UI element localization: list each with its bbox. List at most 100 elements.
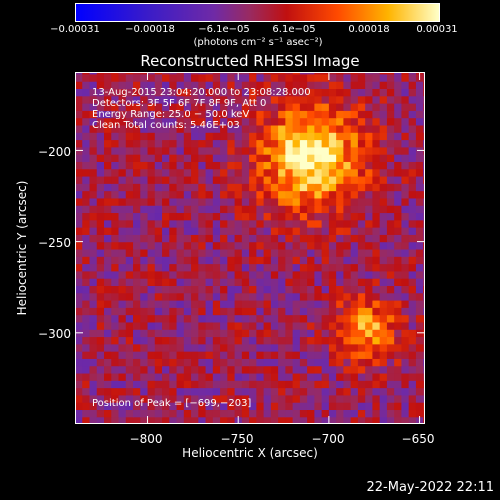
heatmap-cell: [299, 124, 308, 133]
heatmap-cell: [205, 154, 214, 162]
heatmap-cell: [111, 183, 120, 192]
heatmap-cell: [386, 73, 395, 82]
heatmap-cell: [401, 190, 410, 199]
heatmap-cell: [220, 124, 228, 133]
heatmap-cell: [401, 416, 410, 424]
heatmap-cell: [350, 343, 359, 352]
heatmap-cell: [321, 336, 330, 345]
heatmap-cell: [328, 212, 337, 221]
heatmap-cell: [111, 307, 120, 316]
heatmap-cell: [111, 278, 120, 286]
heatmap-cell: [249, 299, 257, 308]
heatmap-cell: [401, 292, 410, 301]
heatmap-cell: [394, 190, 403, 199]
heatmap-cell: [314, 307, 323, 316]
heatmap-cell: [307, 227, 315, 235]
heatmap-cell: [234, 103, 243, 111]
heatmap-cell: [96, 117, 105, 126]
heatmap-cell: [96, 372, 105, 381]
heatmap-cell: [321, 372, 330, 381]
heatmap-cell: [394, 132, 403, 141]
heatmap-cell: [183, 95, 192, 104]
heatmap-cell: [321, 168, 330, 177]
heatmap-cell: [111, 292, 120, 301]
heatmap-cell: [154, 161, 163, 170]
heatmap-cell: [118, 402, 127, 411]
heatmap-cell: [379, 351, 388, 359]
heatmap-cell: [249, 161, 257, 170]
heatmap-cell: [379, 110, 388, 119]
heatmap-cell: [205, 270, 214, 279]
heatmap-cell: [118, 110, 127, 119]
heatmap-cell: [133, 227, 141, 235]
heatmap-cell: [104, 234, 112, 243]
heatmap-cell: [357, 307, 366, 316]
heatmap-cell: [169, 365, 178, 374]
heatmap-cell: [299, 409, 308, 418]
heatmap-cell: [249, 88, 257, 97]
heatmap-cell: [357, 292, 366, 301]
heatmap-cell: [75, 307, 83, 316]
heatmap-cell: [118, 132, 127, 141]
heatmap-cell: [96, 416, 105, 424]
heatmap-cell: [401, 124, 410, 133]
heatmap-cell: [75, 365, 83, 374]
heatmap-cell: [292, 387, 301, 396]
heatmap-cell: [169, 248, 178, 257]
heatmap-cell: [321, 72, 330, 75]
heatmap-cell: [379, 416, 388, 424]
heatmap-cell: [292, 402, 301, 411]
heatmap-cell: [191, 103, 199, 111]
heatmap-cell: [328, 124, 337, 133]
heatmap-cell: [140, 81, 149, 90]
heatmap-cell: [140, 409, 149, 418]
heatmap-cell: [336, 146, 344, 155]
heatmap-cell: [401, 117, 410, 126]
heatmap-cell: [336, 88, 344, 97]
heatmap-cell: [104, 72, 112, 75]
heatmap-cell: [162, 124, 170, 133]
heatmap-cell: [408, 73, 417, 82]
heatmap-cell: [350, 205, 359, 214]
heatmap-cell: [386, 278, 395, 286]
heatmap-cell: [270, 168, 279, 177]
heatmap-cell: [292, 394, 301, 403]
heatmap-cell: [133, 154, 141, 162]
heatmap-cell: [386, 168, 395, 177]
heatmap-cell: [249, 72, 257, 75]
heatmap-cell: [249, 197, 257, 206]
heatmap-cell: [343, 299, 352, 308]
heatmap-cell: [379, 270, 388, 279]
heatmap-cell: [328, 197, 337, 206]
heatmap-cell: [357, 212, 366, 221]
heatmap-cell: [198, 270, 207, 279]
heatmap-cell: [379, 161, 388, 170]
heatmap-cell: [147, 307, 156, 316]
heatmap-cell: [241, 110, 250, 119]
heatmap-cell: [241, 219, 250, 228]
heatmap-cell: [401, 110, 410, 119]
heatmap-cell: [241, 380, 250, 389]
heatmap-cell: [125, 314, 134, 323]
heatmap-cell: [365, 343, 374, 352]
heatmap-cell: [314, 227, 323, 235]
heatmap-cell: [394, 168, 403, 177]
heatmap-cell: [89, 394, 98, 403]
heatmap-cell: [256, 372, 265, 381]
heatmap-cell: [198, 299, 207, 308]
heatmap-cell: [394, 394, 403, 403]
heatmap-cell: [278, 329, 286, 338]
heatmap-cell: [386, 197, 395, 206]
heatmap-cell: [82, 285, 91, 294]
heatmap-cell: [256, 256, 265, 265]
heatmap-cell: [147, 365, 156, 374]
heatmap-cell: [140, 387, 149, 396]
heatmap-cell: [205, 146, 214, 155]
heatmap-cell: [198, 372, 207, 381]
heatmap-cell: [133, 263, 141, 272]
heatmap-cell: [350, 387, 359, 396]
heatmap-cell: [278, 336, 286, 345]
heatmap-cell: [75, 263, 83, 272]
heatmap-cell: [198, 72, 207, 75]
heatmap-cell: [133, 234, 141, 243]
